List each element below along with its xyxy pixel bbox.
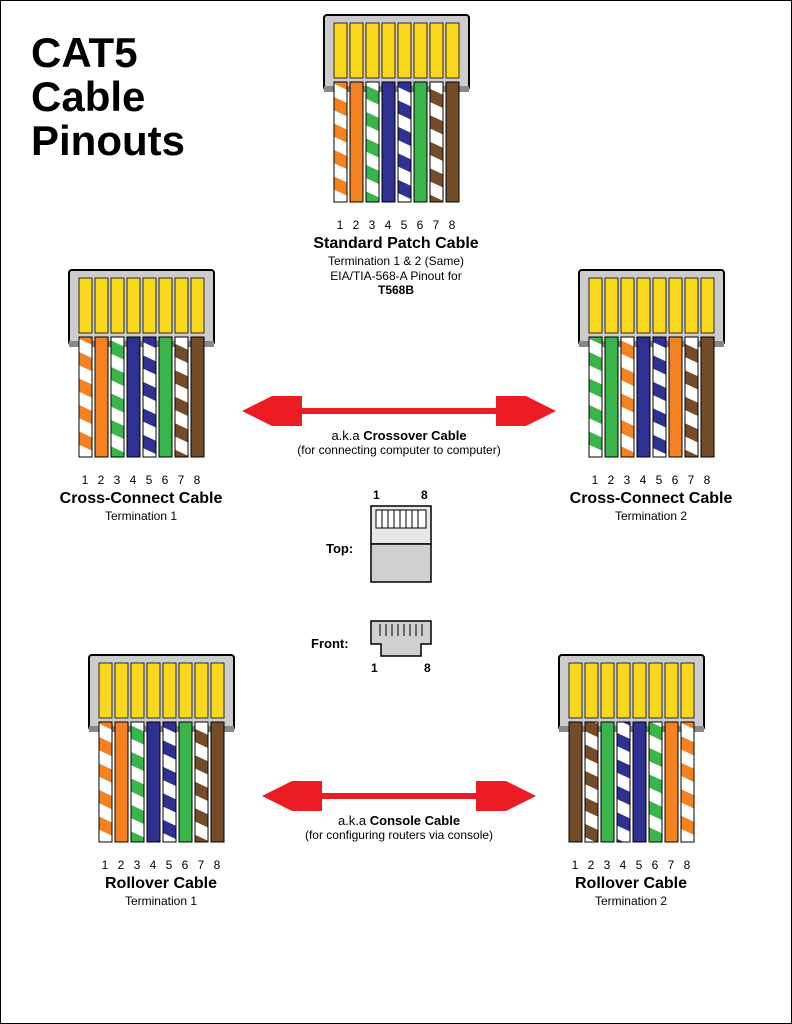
crossover-pre: a.k.a	[331, 428, 363, 443]
connector-cross1: 12345678 Cross-Connect CableTermination 1	[56, 266, 226, 523]
connector-standard: 12345678 Standard Patch CableTermination …	[311, 11, 481, 297]
pin-numbers: 12345678	[566, 473, 736, 487]
console-pre: a.k.a	[338, 813, 370, 828]
cable-sub1: Termination 1 & 2 (Same)	[311, 254, 481, 268]
crossover-bold: Crossover Cable	[363, 428, 466, 443]
connector-svg-cross1	[65, 266, 218, 471]
console-sub: (for configuring routers via console)	[269, 828, 529, 842]
arrow-crossover	[239, 396, 559, 426]
orient-top-8: 8	[421, 488, 428, 502]
cable-title: Rollover Cable	[76, 875, 246, 893]
connector-svg-cross2	[575, 266, 728, 471]
orient-top-1: 1	[373, 488, 380, 502]
orient-front-8: 8	[424, 661, 431, 675]
cable-sub1: Termination 1	[56, 509, 226, 523]
orient-top-label: Top:	[326, 541, 353, 556]
main-title: CAT5 Cable Pinouts	[31, 31, 185, 163]
connector-cross2: 12345678 Cross-Connect CableTermination 2	[566, 266, 736, 523]
crossover-sub: (for connecting computer to computer)	[269, 443, 529, 457]
arrow-console-label: a.k.a Console Cable (for configuring rou…	[269, 813, 529, 842]
title-line-1: CAT5	[31, 31, 185, 75]
title-line-2: Cable	[31, 75, 185, 119]
pin-numbers: 12345678	[311, 218, 481, 232]
title-line-3: Pinouts	[31, 119, 185, 163]
arrow-crossover-label: a.k.a Crossover Cable (for connecting co…	[269, 428, 529, 457]
pin-numbers: 12345678	[546, 858, 716, 872]
orient-front-1: 1	[371, 661, 378, 675]
cable-title: Rollover Cable	[546, 875, 716, 893]
console-bold: Console Cable	[370, 813, 460, 828]
orient-front-icon	[366, 616, 436, 661]
connector-roll2: 12345678 Rollover CableTermination 2	[546, 651, 716, 908]
connector-svg-standard	[320, 11, 473, 216]
connector-svg-roll1	[85, 651, 238, 856]
cable-title: Cross-Connect Cable	[566, 490, 736, 508]
cable-sub1: Termination 1	[76, 894, 246, 908]
connector-roll1: 12345678 Rollover CableTermination 1	[76, 651, 246, 908]
pin-numbers: 12345678	[76, 858, 246, 872]
connector-svg-roll2	[555, 651, 708, 856]
pin-numbers: 12345678	[56, 473, 226, 487]
orient-front-label: Front:	[311, 636, 349, 651]
cable-sub1: Termination 2	[546, 894, 716, 908]
cable-sub1: Termination 2	[566, 509, 736, 523]
cable-title: Cross-Connect Cable	[56, 490, 226, 508]
cable-sub2: EIA/TIA-568-A Pinout for T568B	[311, 269, 481, 297]
orient-top-icon	[366, 504, 436, 584]
arrow-console	[259, 781, 539, 811]
cable-title: Standard Patch Cable	[311, 235, 481, 253]
